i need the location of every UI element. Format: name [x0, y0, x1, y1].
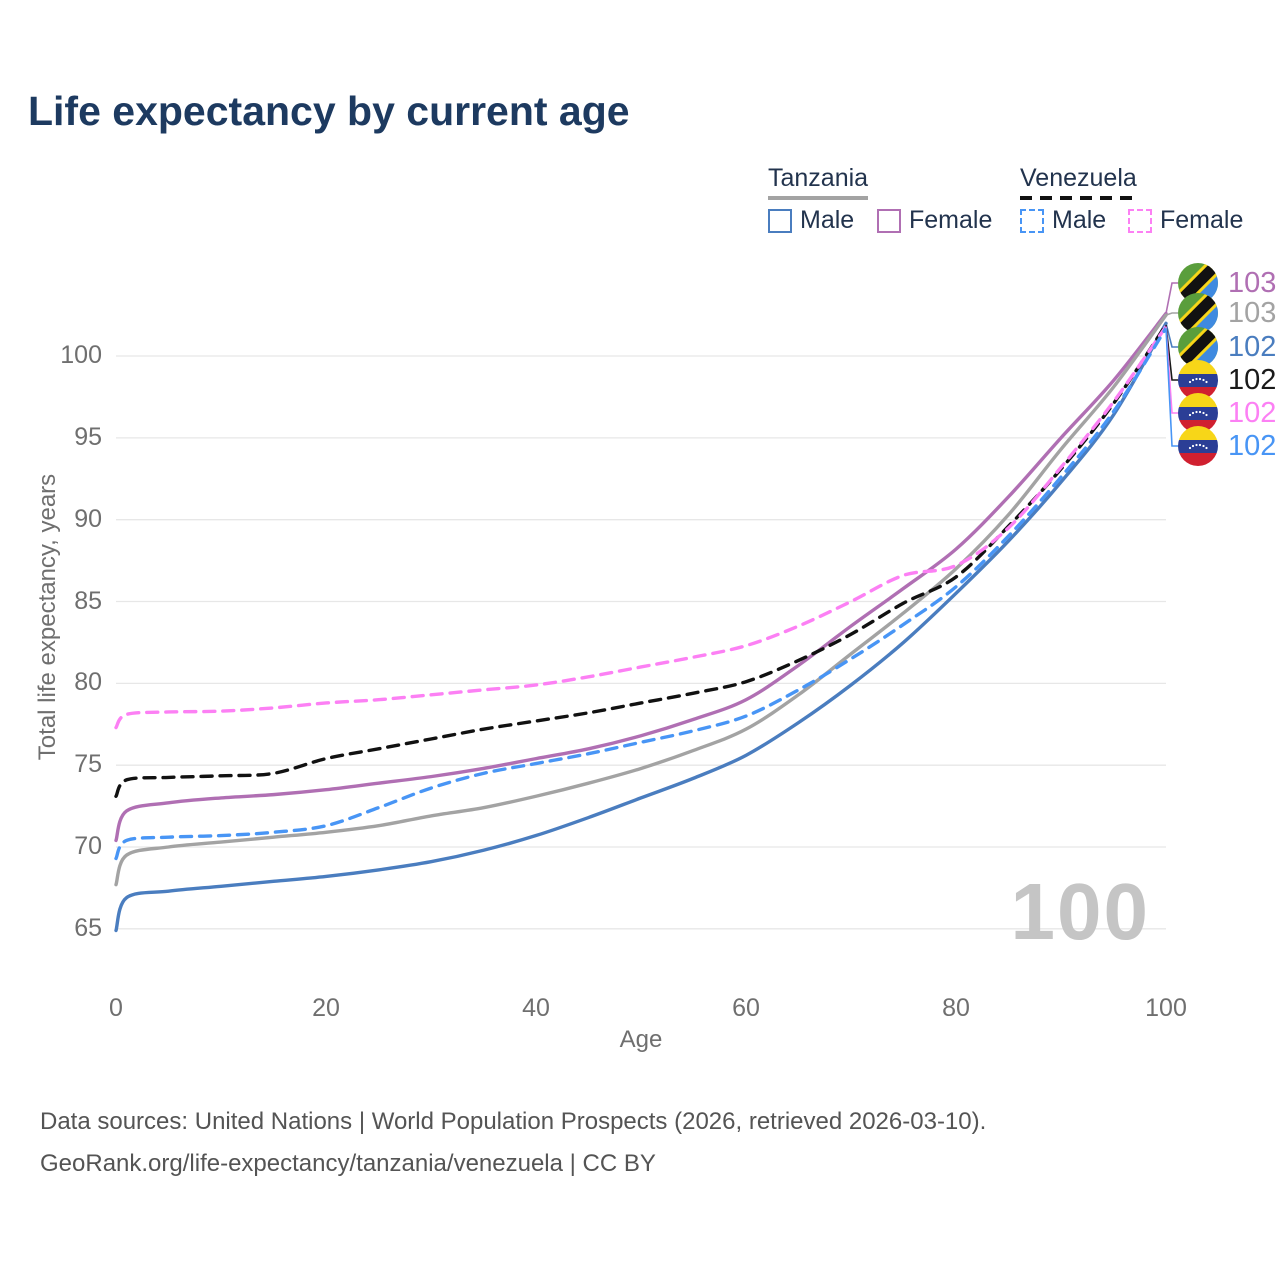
y-tick-100: 100	[60, 341, 102, 370]
x-tick-40: 40	[522, 994, 550, 1022]
y-tick-80: 80	[74, 668, 102, 697]
y-tick-95: 95	[74, 422, 102, 451]
y-tick-85: 85	[74, 586, 102, 615]
leader-line-tz_female	[1165, 282, 1178, 314]
x-axis-title: Age	[619, 1026, 663, 1053]
legend-item-label: Male	[1052, 206, 1107, 234]
y-tick-65: 65	[74, 913, 102, 942]
end-label-tz_male: 102	[1178, 327, 1276, 367]
legend-item-label: Female	[909, 206, 993, 234]
leader-line-ve_total	[1165, 324, 1178, 381]
series-line-ve_male[interactable]	[114, 326, 1168, 861]
x-tick-100: 100	[1145, 994, 1187, 1022]
tanzania-flag-icon	[1178, 327, 1218, 367]
end-value-tz_total: 103	[1228, 296, 1277, 329]
series-line-tz_total[interactable]	[114, 313, 1168, 887]
series-line-ve_total[interactable]	[114, 323, 1168, 798]
legend-swatch-icon	[768, 208, 792, 233]
legend-group-tanzania[interactable]: Tanzania	[768, 164, 869, 192]
x-tick-60: 60	[732, 994, 760, 1022]
leader-line-tz_total	[1165, 312, 1178, 316]
legend-underline-venezuela	[1020, 196, 1138, 200]
end-label-tz_total: 103	[1178, 293, 1276, 333]
series-line-tz_male[interactable]	[114, 321, 1168, 933]
venezuela-flag-icon	[1178, 426, 1218, 466]
y-tick-90: 90	[74, 504, 102, 533]
age-watermark: 100	[1010, 867, 1150, 956]
end-value-ve_female: 102	[1228, 396, 1277, 429]
legend-item-tanzania-male[interactable]: Male	[768, 206, 854, 235]
legend-item-venezuela-male[interactable]: Male	[1020, 206, 1106, 235]
legend-underline-tanzania	[768, 196, 868, 200]
end-label-ve_total: 102	[1178, 360, 1276, 400]
series-line-ve_female[interactable]	[114, 324, 1168, 730]
chart-title: Life expectancy by current age	[28, 88, 630, 134]
legend-item-label: Male	[800, 206, 855, 234]
tanzania-flag-icon	[1178, 293, 1218, 333]
series-line-tz_female[interactable]	[114, 311, 1168, 843]
footer-attribution: GeoRank.org/life-expectancy/tanzania/ven…	[40, 1150, 656, 1177]
legend-item-label: Female	[1160, 206, 1244, 234]
end-label-tz_female: 103	[1178, 263, 1276, 303]
y-tick-75: 75	[74, 750, 102, 779]
leader-line-ve_male	[1165, 328, 1178, 447]
legend-item-tanzania-female[interactable]: Female	[877, 206, 992, 235]
legend-item-venezuela-female[interactable]: Female	[1128, 206, 1243, 235]
end-value-ve_total: 102	[1228, 363, 1277, 396]
end-value-tz_male: 102	[1228, 330, 1277, 363]
footer-sources: Data sources: United Nations | World Pop…	[40, 1108, 987, 1135]
y-tick-70: 70	[74, 832, 102, 860]
x-tick-20: 20	[312, 994, 340, 1022]
x-tick-80: 80	[942, 994, 970, 1022]
end-label-ve_male: 102	[1178, 426, 1276, 466]
legend-swatch-icon	[1020, 208, 1044, 233]
end-value-tz_female: 103	[1228, 266, 1277, 299]
leader-line-tz_male	[1165, 323, 1178, 348]
legend-group-venezuela[interactable]: Venezuela	[1020, 164, 1137, 192]
end-value-ve_male: 102	[1228, 429, 1277, 462]
legend-swatch-icon	[1128, 208, 1152, 233]
legend-swatch-icon	[877, 208, 901, 233]
x-tick-0: 0	[109, 994, 123, 1022]
